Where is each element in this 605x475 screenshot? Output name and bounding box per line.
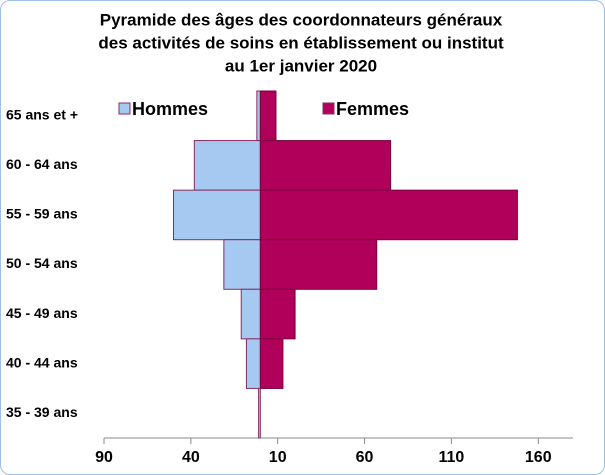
bar — [259, 140, 392, 191]
bar — [256, 90, 261, 142]
x-tick-label: 10 — [269, 449, 287, 466]
y-tick-label: 55 - 59 ans — [6, 206, 78, 222]
chart-title: Pyramide des âges des coordonnateurs gén… — [100, 10, 503, 29]
bar — [223, 239, 261, 290]
y-tick-label: 60 - 64 ans — [6, 156, 78, 172]
y-tick-label: 45 - 49 ans — [6, 305, 78, 321]
x-tick-label: 60 — [356, 449, 374, 466]
bar — [258, 387, 261, 439]
bar — [259, 288, 296, 340]
chart-title: au 1er janvier 2020 — [225, 56, 377, 75]
y-tick-label: 65 ans et + — [6, 106, 78, 122]
bar — [245, 338, 261, 389]
x-tick-label: 90 — [95, 449, 113, 466]
bar — [193, 140, 261, 191]
bar — [172, 189, 261, 241]
bar — [259, 189, 518, 241]
legend-label: Hommes — [132, 99, 208, 119]
legend-label: Femmes — [336, 99, 409, 119]
x-tick-label: 40 — [182, 449, 200, 466]
title-box — [71, 6, 531, 78]
bar — [259, 90, 277, 142]
legend-swatch — [118, 102, 131, 115]
bar — [259, 338, 284, 389]
y-tick-label: 35 - 39 ans — [6, 404, 78, 420]
y-tick-label: 50 - 54 ans — [6, 255, 78, 271]
bar — [240, 288, 261, 340]
x-tick-label: 160 — [525, 449, 552, 466]
chart-title: des activités de soins en établissement … — [98, 33, 504, 52]
legend-swatch — [322, 102, 335, 115]
bar — [259, 239, 378, 290]
x-tick-label: 110 — [439, 449, 465, 466]
y-tick-label: 40 - 44 ans — [6, 354, 78, 370]
